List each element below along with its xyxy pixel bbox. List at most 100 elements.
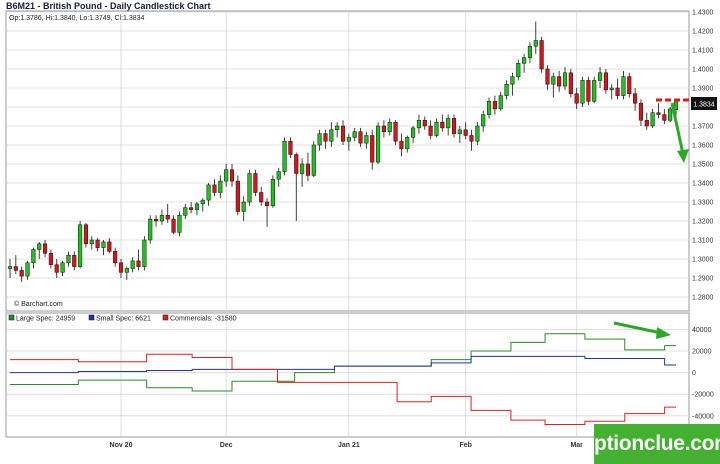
candle-body xyxy=(527,45,533,58)
candle-body xyxy=(446,118,451,129)
candle-body xyxy=(148,218,153,241)
candle xyxy=(381,120,386,138)
candle xyxy=(486,97,492,119)
candle-body xyxy=(557,76,562,87)
candle xyxy=(475,122,480,145)
price-tick-label: 1.3000 xyxy=(692,257,714,264)
legend-small-spec: Small Spec: 6621 xyxy=(96,316,151,323)
candle xyxy=(118,259,124,278)
x-tick-label: Dec xyxy=(220,442,233,449)
candle xyxy=(370,129,375,170)
price-tick-label: 1.2900 xyxy=(692,276,714,283)
candle xyxy=(54,259,59,278)
candle-body xyxy=(673,100,679,110)
candle xyxy=(434,118,439,138)
candle-body xyxy=(375,125,381,163)
candle-body xyxy=(492,101,497,110)
candle xyxy=(130,257,135,273)
candle xyxy=(405,135,410,153)
watermark-badge: optionclue.com xyxy=(582,424,720,464)
candle-body xyxy=(159,215,164,222)
price-panel xyxy=(5,10,690,312)
price-tick-label: 1.3200 xyxy=(692,219,714,226)
candle xyxy=(124,266,129,280)
candle xyxy=(282,137,287,176)
candle xyxy=(522,53,527,73)
candle-body xyxy=(305,163,311,176)
candle-body xyxy=(241,201,246,212)
candle xyxy=(136,249,141,271)
candle xyxy=(411,126,416,144)
x-tick-label: Nov 20 xyxy=(110,442,133,449)
candle-body xyxy=(189,207,194,210)
candle xyxy=(510,72,515,96)
candle xyxy=(7,259,13,278)
candle-body xyxy=(31,249,36,264)
candle xyxy=(592,76,597,104)
candle-body xyxy=(270,178,275,207)
candle xyxy=(492,95,497,115)
candle xyxy=(259,186,264,206)
candle-body xyxy=(218,180,223,193)
candle xyxy=(177,211,182,237)
candle xyxy=(580,76,585,107)
candle-body xyxy=(253,173,258,193)
candle xyxy=(212,179,217,197)
candle xyxy=(288,137,293,159)
candle xyxy=(229,164,235,187)
legend-commercials-swatch xyxy=(162,314,169,321)
candle-body xyxy=(136,260,141,267)
candle xyxy=(159,209,164,225)
cot-series-line xyxy=(10,355,676,374)
candle xyxy=(516,59,521,81)
cot-gridlines xyxy=(6,313,689,437)
candle xyxy=(545,65,550,90)
candle-body xyxy=(486,101,492,115)
candle xyxy=(393,120,398,145)
candle-body xyxy=(288,140,293,155)
candle xyxy=(498,91,503,111)
candle xyxy=(504,80,509,100)
candle-body xyxy=(358,131,363,144)
candle-body xyxy=(644,120,649,127)
candle-body xyxy=(317,133,322,146)
candle xyxy=(189,202,194,214)
candle-body xyxy=(539,40,544,70)
candle-body xyxy=(481,114,486,127)
candle-body xyxy=(200,199,205,205)
ohlc-readout: Op:1.3786, Hi:1.3840, Lo:1.3749, Cl:1.38… xyxy=(9,15,145,22)
candle-body xyxy=(346,137,351,142)
cot-tick-label: -20000 xyxy=(692,392,714,399)
candle xyxy=(416,114,422,134)
candle xyxy=(451,114,457,138)
price-tick-label: 1.4100 xyxy=(692,48,714,55)
cot-arrow-icon xyxy=(613,321,671,339)
candle xyxy=(13,255,18,275)
candle xyxy=(352,127,357,142)
candle xyxy=(37,241,42,259)
candle xyxy=(165,203,170,223)
candle-body xyxy=(656,112,661,115)
price-tick-label: 1.3100 xyxy=(692,238,714,245)
candle-body xyxy=(504,83,509,96)
candle-body xyxy=(457,129,462,134)
candle-body xyxy=(340,125,346,142)
candle-body xyxy=(177,215,182,233)
price-tick-label: 1.3500 xyxy=(692,162,714,169)
cot-series xyxy=(10,333,676,425)
last-price-tag xyxy=(691,97,717,110)
candle-body xyxy=(469,135,474,142)
candle-body xyxy=(574,93,579,104)
candle xyxy=(101,240,106,256)
x-tick-label: Feb xyxy=(459,442,471,449)
candle xyxy=(66,251,71,267)
candle xyxy=(568,69,573,98)
candle-body xyxy=(183,207,188,216)
candle-body xyxy=(194,203,200,210)
candle-body xyxy=(650,112,655,127)
candle-body xyxy=(282,140,287,172)
candle-body xyxy=(603,72,608,91)
candle-body xyxy=(475,125,480,142)
candle-body xyxy=(323,133,328,142)
